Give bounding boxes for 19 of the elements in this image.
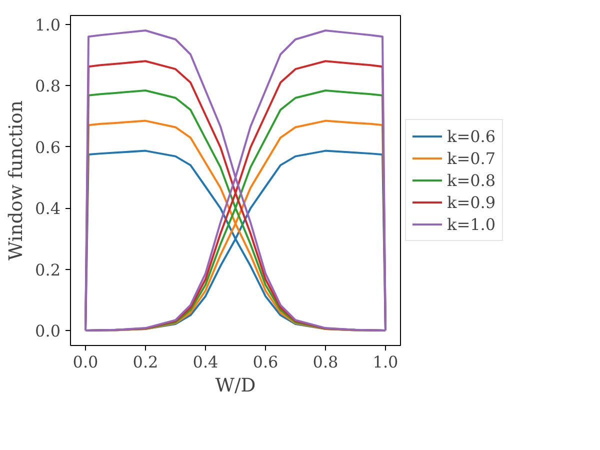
y-axis-title: Window function xyxy=(6,100,28,260)
x-tick-label: 1.0 xyxy=(372,352,398,372)
x-tick-label: 0.0 xyxy=(72,352,98,372)
x-tick-label: 0.6 xyxy=(252,352,278,372)
x-tick-label: 0.4 xyxy=(192,352,218,372)
y-tick-label: 0.4 xyxy=(35,199,61,218)
legend-label: k=0.7 xyxy=(447,148,496,168)
legend-label: k=0.6 xyxy=(447,126,496,146)
y-tick-label: 1.0 xyxy=(35,15,61,34)
y-tick-label: 0.6 xyxy=(35,138,61,157)
y-tick-label: 0.8 xyxy=(35,76,61,96)
y-tick-label: 0.2 xyxy=(35,260,61,280)
x-tick-label: 0.8 xyxy=(312,352,338,372)
legend-label: k=0.8 xyxy=(447,170,496,190)
legend-label: k=0.9 xyxy=(447,192,496,212)
x-tick-label: 0.2 xyxy=(132,352,158,372)
y-tick-label: 0.0 xyxy=(35,322,61,340)
legend-label: k=1.0 xyxy=(447,214,496,234)
x-axis-title: W/D xyxy=(215,376,256,396)
